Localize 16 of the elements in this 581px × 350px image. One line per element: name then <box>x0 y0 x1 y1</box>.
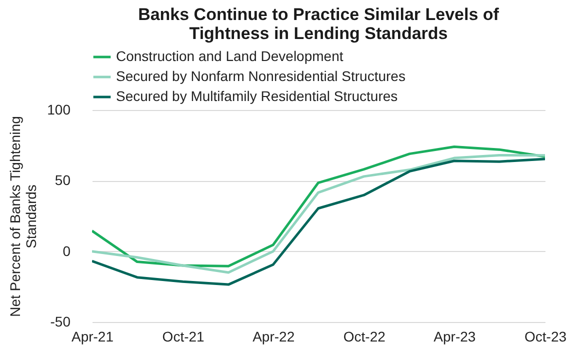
text: Banks Continue to Practice Similar Levels of <box>138 5 499 24</box>
y-tick-label: 100 <box>47 102 71 118</box>
legend-label: Construction and Land Development <box>116 48 344 64</box>
x-tick-label: Oct-21 <box>162 328 205 344</box>
y-tick-label: 0 <box>62 242 71 259</box>
y-axis-title: Net Percent of Banks Tightening Standards <box>7 116 40 317</box>
y-tick-label: 50 <box>54 172 71 188</box>
y-tick-label: -50 <box>50 314 71 330</box>
x-tick-label: Apr-23 <box>434 328 476 344</box>
legend-label: Secured by Multifamily Residential Structures <box>116 88 398 104</box>
text: Tightness in Lending Standards <box>189 24 448 43</box>
x-tick-label: Oct-22 <box>343 328 386 344</box>
legend-label: Secured by Nonfarm Nonresidential Structures <box>116 68 406 84</box>
x-tick-label: Apr-21 <box>71 328 114 344</box>
x-tick-label: Oct-23 <box>524 328 567 344</box>
x-tick-label: Apr-22 <box>252 328 295 344</box>
